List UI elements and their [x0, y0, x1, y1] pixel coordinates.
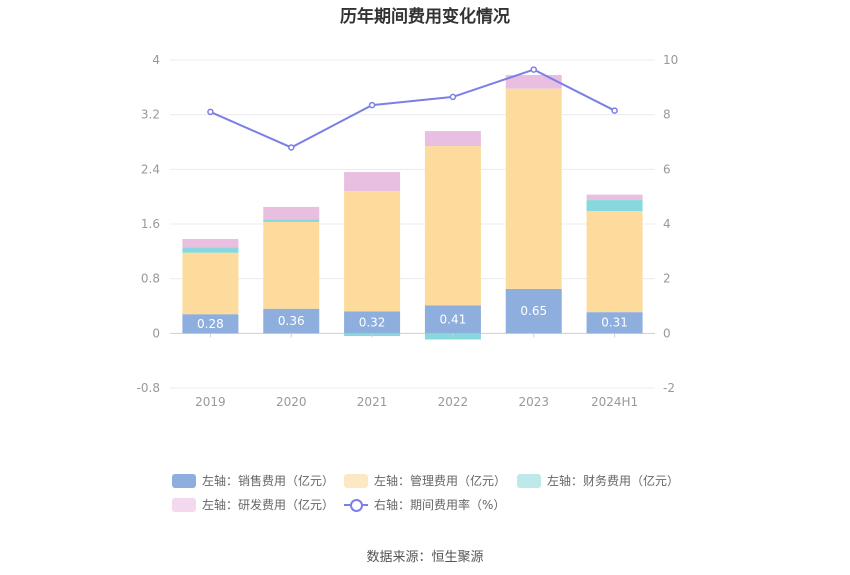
- right-axis-tick: -2: [663, 381, 675, 395]
- left-axis-tick: 0: [152, 326, 160, 340]
- x-axis-tick: 2020: [276, 395, 307, 409]
- expense-ratio-point: [207, 108, 214, 116]
- bar-segment: [263, 221, 320, 309]
- bar-segment: [263, 219, 320, 222]
- bar-segment: [424, 146, 481, 306]
- bar-data-label: 0.41: [440, 312, 467, 326]
- left-axis-tick: 2.4: [141, 162, 160, 176]
- x-axis-tick: 2019: [195, 395, 226, 409]
- legend-swatch-sales: [172, 473, 196, 488]
- bar-segment: [344, 191, 401, 312]
- legend-item-expense-ratio[interactable]: 右轴：期间费用率（%）: [344, 496, 505, 513]
- bar-segment: [424, 131, 481, 147]
- right-axis-tick: 4: [663, 217, 671, 231]
- bar-segment: [586, 200, 643, 212]
- bar-segment: [344, 172, 401, 192]
- legend-item-admin[interactable]: 左轴：管理费用（亿元）: [344, 472, 506, 489]
- bar-data-label: 0.32: [359, 315, 386, 329]
- right-axis-tick: 2: [663, 272, 671, 286]
- bar-segment: [586, 194, 643, 201]
- bar-segment: [344, 311, 401, 334]
- legend-label-rd: 左轴：研发费用（亿元）: [202, 498, 335, 512]
- right-axis-tick: 0: [663, 326, 671, 340]
- expense-ratio-point: [530, 66, 537, 73]
- x-axis-tick: 2023: [518, 395, 549, 409]
- bar-segment: [263, 206, 320, 220]
- right-axis-tick: 10: [663, 53, 678, 67]
- left-axis-tick: 0.8: [141, 272, 160, 286]
- legend-item-rd[interactable]: 左轴：研发费用（亿元）: [172, 496, 334, 513]
- bar-segment: [182, 252, 239, 315]
- bar-data-label: 0.28: [197, 317, 224, 331]
- bar-segment: [263, 308, 320, 334]
- legend-swatch-rd: [172, 497, 196, 512]
- left-axis-tick: 1.6: [141, 217, 160, 231]
- left-axis-tick: 4: [152, 53, 160, 67]
- bar-data-label: 0.36: [278, 314, 305, 328]
- data-source: 数据来源：恒生聚源: [366, 550, 484, 565]
- expense-ratio-point: [449, 93, 457, 101]
- expense-ratio-point: [288, 144, 295, 151]
- legend-label-admin: 左轴：管理费用（亿元）: [374, 474, 507, 488]
- x-axis-tick: 2022: [438, 395, 469, 409]
- bar-segment: [182, 239, 239, 248]
- legend-label-expense-ratio: 右轴：期间费用率（%）: [374, 498, 506, 512]
- bar-segment: [586, 312, 643, 334]
- left-axis-tick: -0.8: [137, 381, 160, 395]
- left-axis-tick: 3.2: [141, 108, 160, 122]
- legend-line-marker: [344, 498, 368, 512]
- legend-swatch-finance: [517, 473, 541, 488]
- x-axis-tick: 2021: [357, 395, 388, 409]
- bar-data-label: 0.31: [601, 316, 628, 330]
- right-axis-tick: 8: [663, 108, 671, 122]
- chart-plot: 4 3.2 2.4 1.6 0.8 0 -0.8 10 8 6 4 2 0 -2 0.28 0.36 0.3…: [137, 53, 679, 409]
- bar-segment: [586, 211, 643, 313]
- bar-segment: [424, 305, 481, 334]
- legend-item-finance[interactable]: 左轴：财务费用（亿元）: [517, 472, 679, 489]
- expense-ratio-point: [368, 101, 376, 109]
- bar-data-label: 0.65: [520, 304, 547, 318]
- bar-segment: [182, 314, 239, 334]
- expense-ratio-point: [611, 107, 618, 114]
- bar-segment: [505, 75, 562, 89]
- chart-title: 历年期间费用变化情况: [340, 7, 510, 27]
- legend-label-sales: 左轴：销售费用（亿元）: [202, 474, 335, 488]
- right-axis-tick: 6: [663, 162, 671, 176]
- bar-segment: [505, 88, 562, 289]
- expense-ratio-line: [210, 68, 616, 149]
- legend-item-sales[interactable]: 左轴：销售费用（亿元）: [172, 472, 334, 489]
- bar-segment: [182, 247, 239, 253]
- bar-segment: [505, 288, 562, 334]
- legend-label-finance: 左轴：财务费用（亿元）: [547, 474, 680, 488]
- x-axis-tick: 2024H1: [591, 395, 638, 409]
- legend-swatch-admin: [344, 473, 368, 488]
